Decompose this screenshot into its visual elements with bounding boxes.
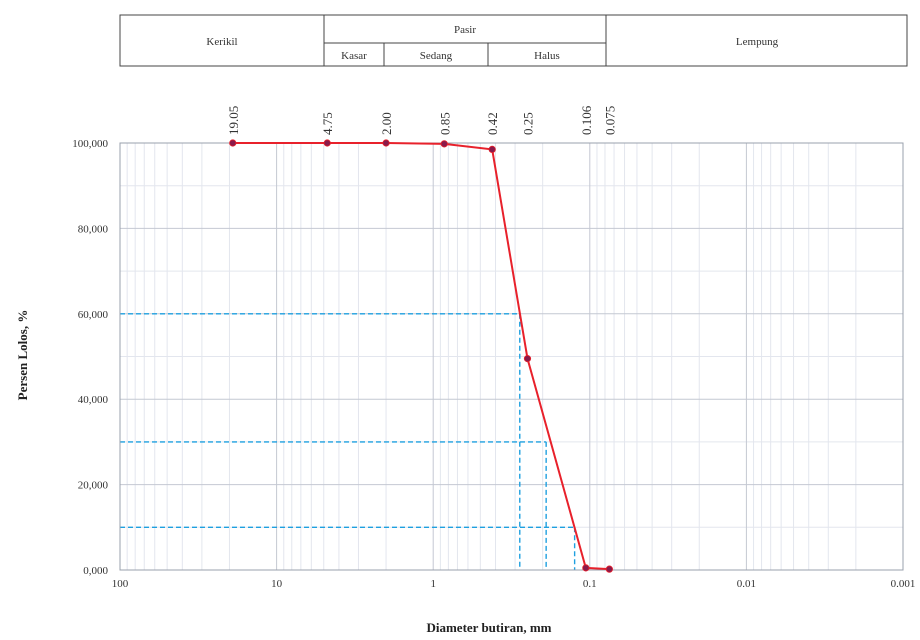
x-tick-label: 1 (430, 578, 436, 590)
x-tick-label: 0.1 (583, 578, 597, 590)
scale-halus: Halus (534, 50, 560, 62)
sieve-size-label: 0.075 (602, 106, 617, 135)
y-tick-label: 80,000 (78, 223, 109, 235)
grading-curve-line (232, 142, 610, 571)
axes (119, 142, 904, 571)
x-tick-label: 0.001 (891, 578, 916, 590)
plot-frame (119, 142, 904, 571)
sieve-size-label: 4.75 (320, 112, 335, 135)
data-point (605, 565, 613, 573)
scale-pasir: Pasir (454, 24, 476, 36)
sieve-size-label: 0.25 (520, 112, 535, 135)
guide-lines (120, 313, 576, 570)
grid (119, 142, 904, 571)
data-point (323, 139, 331, 147)
sieve-size-label: 0.42 (485, 112, 500, 135)
x-axis-title: Diameter butiran, mm (426, 620, 551, 635)
sieve-size-label: 19.05 (226, 106, 241, 135)
data-point (488, 145, 496, 154)
x-tick-label: 0.01 (737, 578, 756, 590)
y-tick-label: 60,000 (78, 309, 109, 321)
data-point (523, 355, 532, 363)
scale-lempung: Lempung (736, 36, 779, 48)
y-axis-title: Persen Lolos, % (15, 310, 30, 401)
sieve-size-label: 0.85 (437, 112, 452, 135)
y-tick-label: 0,000 (83, 565, 108, 577)
x-tick-label: 10 (271, 578, 283, 590)
soil-scale: Kerikil Pasir Kasar Sedang Halus Lempung (119, 14, 908, 67)
scale-kerikil: Kerikil (206, 36, 237, 48)
x-tick-label: 100 (112, 578, 129, 590)
sieve-size-label: 2.00 (379, 112, 394, 135)
y-tick-label: 100,000 (72, 138, 108, 150)
scale-kasar: Kasar (341, 50, 367, 62)
data-point (582, 564, 590, 572)
scale-sedang: Sedang (420, 50, 453, 62)
labels: 100 10 1 0.1 0.01 0.001 0,000 20,000 40,000 60,00… (72, 105, 915, 590)
data-point (229, 139, 237, 147)
series (229, 139, 613, 573)
y-tick-label: 40,000 (78, 394, 109, 406)
y-tick-label: 20,000 (78, 480, 109, 492)
sieve-size-label: 0.106 (579, 105, 594, 135)
data-point (440, 140, 448, 148)
data-point (382, 139, 390, 147)
